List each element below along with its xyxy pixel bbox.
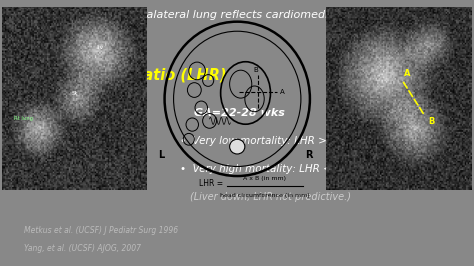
Text: •  Very low mortality: LHR > 1.4: • Very low mortality: LHR > 1.4	[180, 136, 347, 146]
Text: Size of contralateral lung reflects cardiomediastinal shift.: Size of contralateral lung reflects card…	[77, 10, 397, 20]
Text: Yang, et al. (UCSF) AJOG, 2007: Yang, et al. (UCSF) AJOG, 2007	[24, 244, 141, 253]
Text: GA=22-28 wks: GA=22-28 wks	[194, 108, 285, 118]
Text: LHR =: LHR =	[199, 178, 223, 188]
Text: •  Very high mortality: LHR < 0.8: • Very high mortality: LHR < 0.8	[180, 164, 352, 174]
Text: R: R	[305, 150, 312, 160]
Ellipse shape	[229, 139, 245, 154]
Text: Lung:Head Ratio (LHR): Lung:Head Ratio (LHR)	[38, 68, 227, 83]
Text: A x B (in mm): A x B (in mm)	[244, 176, 286, 181]
Text: liv: liv	[96, 45, 104, 50]
Text: St: St	[72, 91, 78, 96]
Text: head circumference (in mm): head circumference (in mm)	[220, 193, 310, 198]
Text: B: B	[254, 67, 259, 73]
Text: B: B	[428, 117, 435, 126]
Text: A: A	[280, 89, 285, 95]
Text: L: L	[158, 150, 164, 160]
Text: (Liver down, LHR not predictive.): (Liver down, LHR not predictive.)	[190, 192, 351, 202]
Text: Metkus et al. (UCSF) J Pediatr Surg 1996: Metkus et al. (UCSF) J Pediatr Surg 1996	[24, 226, 178, 235]
Text: Rt lung: Rt lung	[14, 117, 33, 122]
Text: A: A	[403, 69, 410, 78]
